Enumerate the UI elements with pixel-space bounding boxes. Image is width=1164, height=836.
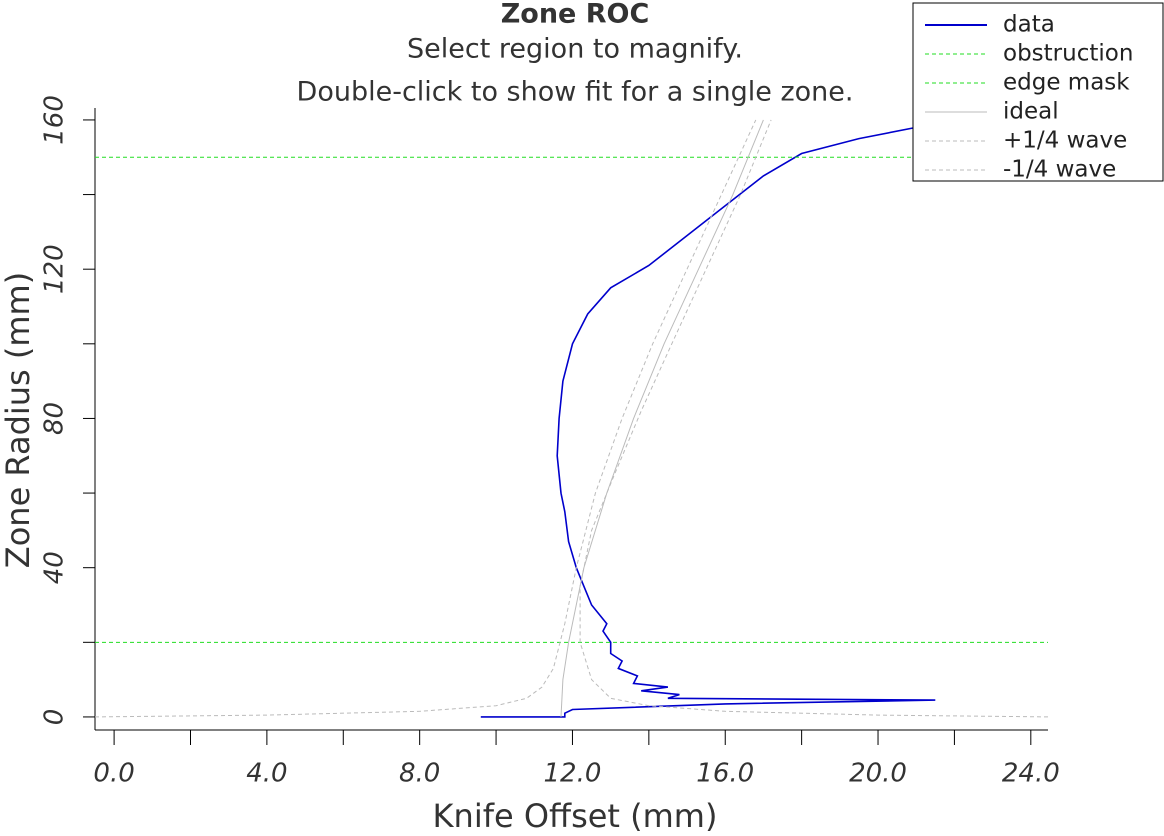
legend-label: data [1003,12,1055,38]
legend-box [912,2,1164,182]
x-tick-label: 8.0 [399,759,440,789]
data-line [560,119,764,717]
legend-label: +1/4 wave [1003,128,1127,154]
y-axis-label: Zone Radius (mm) [0,272,37,568]
x-tick-label: 20.0 [849,759,907,789]
chart-subtitle: Select region to magnify. [407,34,743,65]
chart-subtitle: Double-click to show fit for a single zo… [297,77,854,108]
x-tick-label: 16.0 [696,759,754,789]
y-tick-label: 120 [40,244,70,294]
y-tick-label: 0 [40,709,70,726]
x-tick-label: 4.0 [246,759,287,789]
legend-label: -1/4 wave [1003,157,1116,183]
legend-label: obstruction [1003,41,1133,67]
x-axis-label: Knife Offset (mm) [433,797,718,835]
y-tick-label: 80 [40,402,70,435]
x-tick-label: 0.0 [93,759,134,789]
legend-label: ideal [1003,99,1059,125]
y-tick-label: 160 [40,95,70,145]
data-line [480,120,974,718]
x-tick-label: 12.0 [544,759,602,789]
x-tick-label: 24.0 [1002,759,1060,789]
y-tick-label: 40 [40,551,70,584]
legend-label: edge mask [1003,70,1130,96]
data-line [94,119,757,718]
chart-title: Zone ROC [501,0,650,30]
data-line [579,119,1049,718]
